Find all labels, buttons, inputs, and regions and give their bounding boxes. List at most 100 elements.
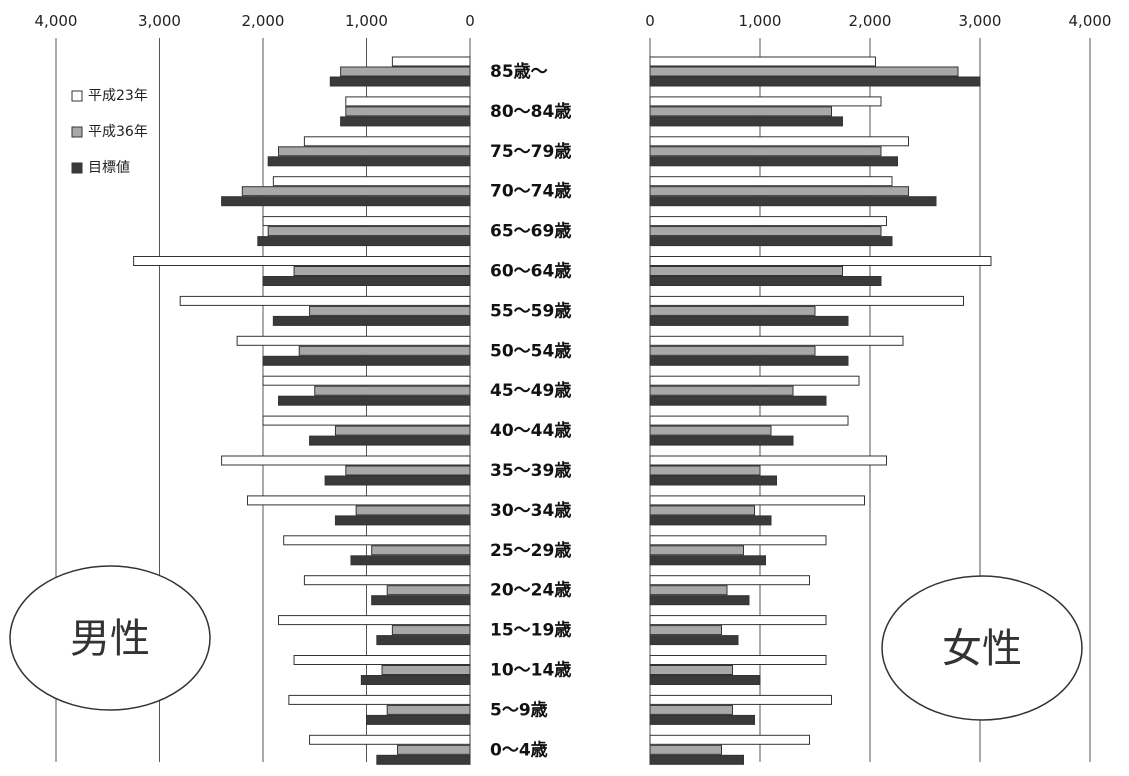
male-bar-series1 bbox=[334, 425, 471, 436]
female-bar-series1 bbox=[649, 425, 772, 436]
female-bar-series0 bbox=[649, 495, 865, 506]
male-bar-series0 bbox=[283, 535, 471, 546]
female-bar-series2 bbox=[649, 475, 777, 486]
female-bar-series2 bbox=[649, 236, 893, 247]
male-bar-series1 bbox=[309, 305, 471, 316]
female-tick-label: 1,000 bbox=[739, 12, 782, 30]
male-bar-series1 bbox=[293, 266, 471, 276]
female-bar-series2 bbox=[649, 595, 750, 606]
male-bar-series2 bbox=[257, 236, 471, 247]
male-bar-series2 bbox=[267, 156, 471, 167]
female-bar-series0 bbox=[649, 734, 810, 745]
female-bar-series2 bbox=[649, 76, 981, 87]
age-category-label: 5〜9歳 bbox=[490, 699, 548, 720]
male-bar-series0 bbox=[288, 694, 471, 705]
age-category-label: 0〜4歳 bbox=[490, 739, 548, 760]
female-bar-series2 bbox=[649, 635, 739, 646]
male-bar-series0 bbox=[133, 256, 471, 266]
male-tick-label: 2,000 bbox=[242, 12, 285, 30]
legend-swatch-0 bbox=[71, 90, 83, 102]
male-bar-series0 bbox=[278, 615, 471, 626]
male-tick-label: 1,000 bbox=[345, 12, 388, 30]
female-bar-series2 bbox=[649, 714, 755, 725]
male-bar-series2 bbox=[278, 395, 471, 406]
male-bar-series1 bbox=[314, 385, 471, 396]
female-bar-series1 bbox=[649, 545, 744, 556]
female-bar-series0 bbox=[649, 535, 827, 546]
legend-swatch-1 bbox=[71, 126, 83, 138]
male-bar-series1 bbox=[241, 186, 471, 197]
female-bar-series2 bbox=[649, 196, 937, 207]
female-bar-series0 bbox=[649, 655, 827, 665]
female-bar-series2 bbox=[649, 156, 898, 167]
female-bar-series2 bbox=[649, 754, 744, 765]
female-bar-series2 bbox=[649, 116, 843, 127]
female-bar-series1 bbox=[649, 66, 959, 77]
male-bar-series0 bbox=[272, 176, 471, 187]
male-tick-label: 4,000 bbox=[35, 12, 78, 30]
female-bar-series1 bbox=[649, 704, 733, 715]
male-bar-series0 bbox=[345, 96, 471, 107]
female-tick-label: 4,000 bbox=[1069, 12, 1112, 30]
age-category-label: 65〜69歳 bbox=[490, 221, 571, 242]
male-bar-series1 bbox=[371, 545, 471, 556]
male-bar-series1 bbox=[355, 505, 471, 516]
male-bar-series0 bbox=[262, 415, 471, 426]
female-tick-label: 2,000 bbox=[849, 12, 892, 30]
male-bar-series0 bbox=[293, 655, 471, 665]
age-category-label: 20〜24歳 bbox=[490, 580, 571, 601]
female-bar-series0 bbox=[649, 216, 887, 227]
age-category-label: 30〜34歳 bbox=[490, 500, 571, 521]
female-bar-series1 bbox=[649, 305, 816, 316]
female-bar-series1 bbox=[649, 505, 755, 516]
legend-swatch-2 bbox=[71, 162, 83, 174]
age-category-label: 75〜79歳 bbox=[490, 141, 571, 162]
age-category-label: 40〜44歳 bbox=[490, 420, 571, 441]
male-bar-series2 bbox=[371, 595, 471, 606]
male-bar-series0 bbox=[246, 495, 471, 506]
male-bar-series0 bbox=[303, 575, 471, 586]
male-bar-series0 bbox=[303, 136, 471, 147]
female-tick-label: 3,000 bbox=[959, 12, 1002, 30]
male-bar-series2 bbox=[334, 515, 471, 526]
female-bar-series2 bbox=[649, 555, 766, 566]
male-bar-series0 bbox=[309, 734, 471, 745]
female-bar-series2 bbox=[649, 355, 849, 366]
female-bar-series0 bbox=[649, 335, 904, 346]
female-bar-series0 bbox=[649, 615, 827, 626]
male-bar-series2 bbox=[309, 435, 471, 446]
age-category-label: 60〜64歳 bbox=[490, 261, 571, 282]
age-category-label: 10〜14歳 bbox=[490, 660, 571, 681]
age-category-label: 50〜54歳 bbox=[490, 340, 571, 361]
female-bar-series0 bbox=[649, 136, 909, 147]
age-category-label: 55〜59歳 bbox=[490, 300, 571, 321]
male-bar-series2 bbox=[366, 714, 471, 725]
female-bar-series1 bbox=[649, 226, 882, 237]
male-panel-title: 男性 bbox=[70, 616, 150, 662]
male-bar-series0 bbox=[262, 375, 471, 386]
female-bar-series2 bbox=[649, 276, 882, 286]
female-bar-series1 bbox=[649, 585, 728, 596]
female-bar-series1 bbox=[649, 665, 733, 675]
male-bar-series2 bbox=[221, 196, 471, 207]
female-bar-series2 bbox=[649, 515, 772, 526]
male-bar-series1 bbox=[345, 106, 471, 117]
legend-label: 目標値 bbox=[88, 160, 130, 176]
male-bar-series1 bbox=[298, 345, 471, 356]
male-label-ellipse bbox=[9, 565, 211, 711]
female-bar-series1 bbox=[649, 385, 794, 396]
male-bar-series2 bbox=[262, 276, 471, 286]
female-tick-label: 0 bbox=[645, 12, 655, 30]
female-label-ellipse bbox=[881, 575, 1083, 721]
female-bar-series1 bbox=[649, 106, 832, 117]
male-bar-series0 bbox=[221, 455, 471, 466]
male-bar-series1 bbox=[267, 226, 471, 237]
female-bar-series1 bbox=[649, 345, 816, 356]
female-bar-series1 bbox=[649, 744, 722, 755]
male-bar-series0 bbox=[262, 216, 471, 227]
female-bar-series0 bbox=[649, 455, 887, 466]
female-bar-series0 bbox=[649, 575, 810, 586]
female-bar-series0 bbox=[649, 694, 832, 705]
male-bar-series2 bbox=[360, 675, 471, 685]
male-bar-series1 bbox=[386, 704, 471, 715]
